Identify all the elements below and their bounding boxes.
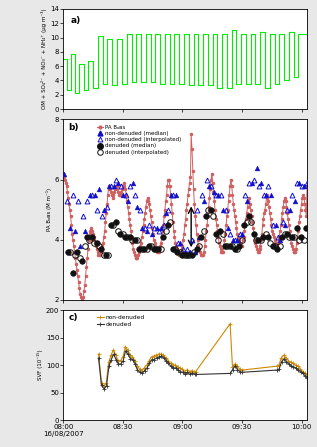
non-denuded — [112, 347, 115, 352]
non-denuded — [228, 321, 232, 326]
denuded — [140, 371, 144, 376]
Text: a): a) — [71, 16, 81, 25]
non-denuded — [291, 361, 295, 366]
Text: b): b) — [68, 123, 79, 132]
non-denuded — [102, 384, 106, 389]
non-denuded — [128, 353, 132, 358]
denuded — [131, 357, 135, 363]
Text: c): c) — [68, 313, 78, 322]
non-denuded — [305, 372, 309, 378]
Y-axis label: PA Bₐвѕ (M m⁻¹): PA Bₐвѕ (M m⁻¹) — [46, 188, 52, 231]
Y-axis label: SVF (10⁻¹⁵): SVF (10⁻¹⁵) — [37, 350, 43, 380]
denuded — [124, 348, 127, 354]
denuded — [112, 351, 116, 357]
Line: non-denuded: non-denuded — [97, 322, 309, 388]
denuded — [305, 375, 309, 380]
non-denuded — [171, 363, 175, 368]
non-denuded — [97, 351, 100, 357]
denuded — [97, 355, 100, 361]
denuded — [174, 365, 178, 371]
denuded — [190, 371, 194, 376]
non-denuded — [138, 366, 141, 371]
denuded — [292, 364, 295, 370]
Legend: non-denuded, denuded: non-denuded, denuded — [96, 314, 146, 328]
Legend: PA Bₐвѕ, non-denuded (median), non-denuded (interpolated), denuded (median), den: PA Bₐвѕ, non-denuded (median), non-denud… — [95, 124, 182, 156]
Y-axis label: OM + SO₄²⁻ + NO₃⁻ + NH₄⁺ (μg m⁻³): OM + SO₄²⁻ + NO₃⁻ + NH₄⁺ (μg m⁻³) — [42, 8, 48, 110]
Line: denuded: denuded — [97, 349, 309, 391]
denuded — [102, 386, 106, 392]
non-denuded — [188, 369, 191, 375]
